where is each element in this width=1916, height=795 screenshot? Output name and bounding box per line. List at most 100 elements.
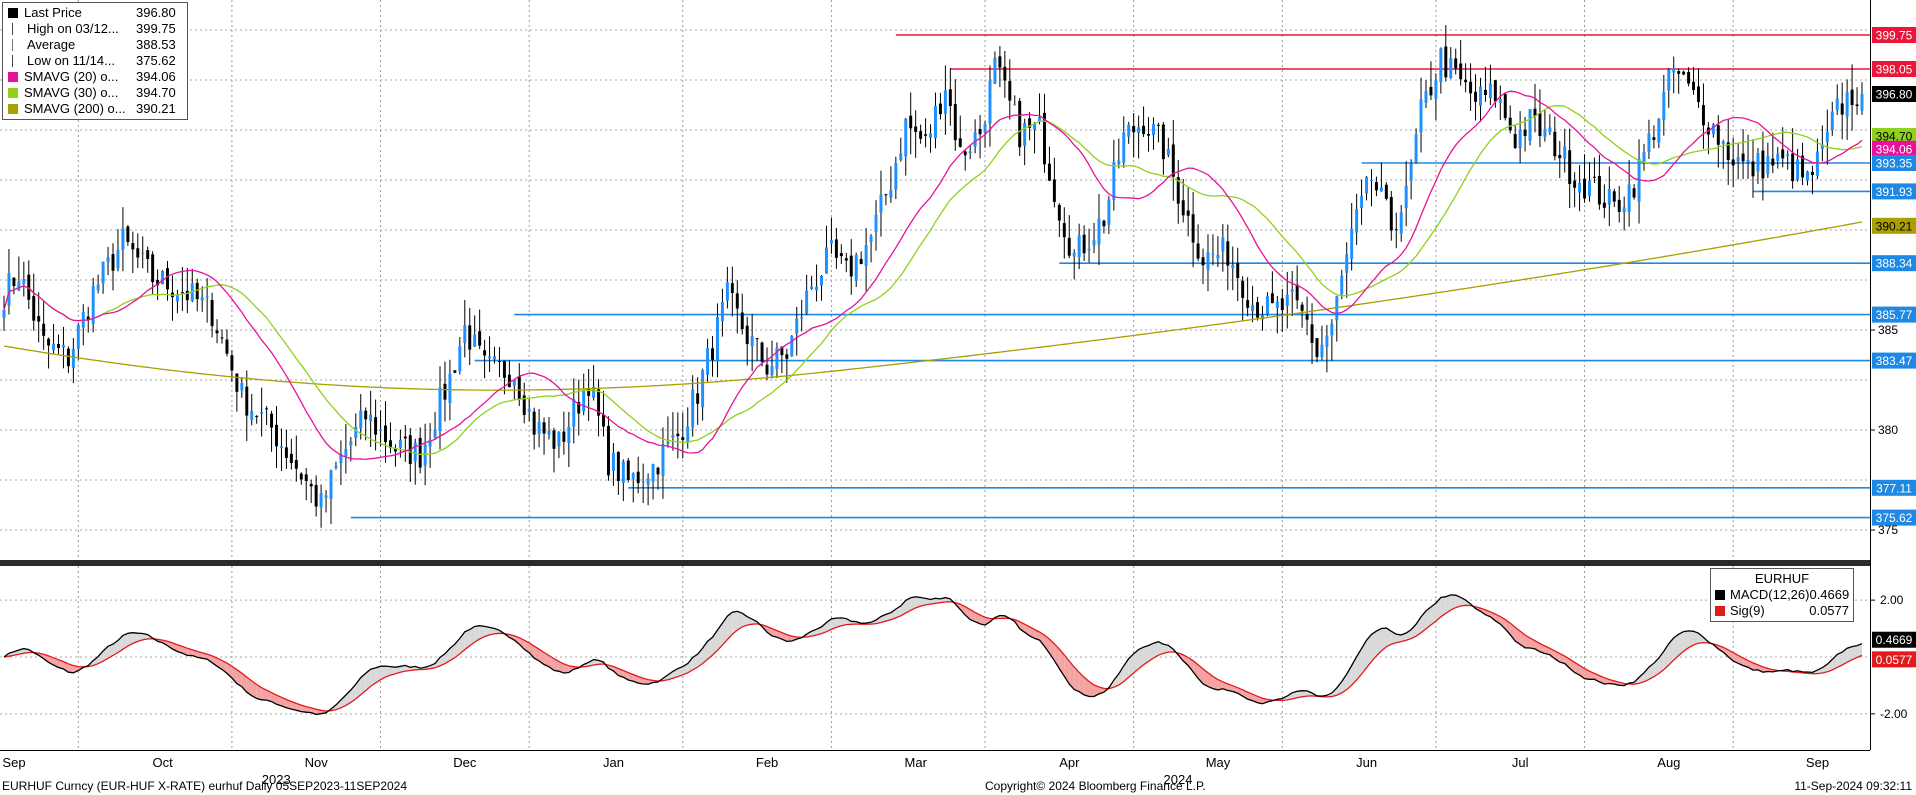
macd-fill-segment: [1148, 643, 1154, 662]
legend-value: 390.21: [136, 101, 176, 116]
macd-fill-segment: [925, 598, 931, 605]
candle-body: [507, 374, 511, 387]
x-axis-labels: Sep Oct Nov 2023 Dec Jan Feb Mar Apr May 2024 Jun Ju…: [2, 755, 1829, 787]
macd-fill-segment: [687, 657, 693, 673]
candle-body: [953, 104, 957, 141]
candle-body: [1528, 109, 1532, 141]
candle-body: [1592, 176, 1596, 178]
candle-body: [1394, 229, 1398, 231]
candle-body: [1716, 125, 1720, 145]
candle-body: [230, 355, 234, 371]
macd-fill-segment: [1401, 633, 1407, 642]
macd-fill-segment: [1847, 646, 1853, 663]
month-label: Jan: [603, 755, 624, 770]
candle-body: [393, 448, 397, 452]
macd-fill-segment: [1034, 629, 1040, 641]
candle-body: [1711, 124, 1715, 135]
candle-body: [1038, 117, 1042, 121]
candle-body: [463, 325, 467, 343]
macd-fill-segment: [960, 604, 966, 616]
candle-body: [1280, 298, 1284, 311]
candle-body: [963, 151, 967, 156]
macd-tick-label: 2.00: [1880, 593, 1904, 607]
candle-body: [527, 408, 531, 412]
candle-body: [294, 460, 298, 469]
macd-fill-segment: [1455, 595, 1461, 608]
candle-body: [339, 453, 343, 464]
candle-body: [215, 330, 219, 334]
legend-row: Low on 11/14... 375.62: [6, 53, 184, 69]
candle-body: [448, 373, 452, 403]
level-lines: [350, 34, 1870, 519]
macd-fill-segment: [291, 701, 297, 711]
candle-body: [334, 465, 338, 468]
legend-swatch: [8, 104, 18, 114]
price-tag-label: 383.47: [1876, 354, 1913, 368]
candle-body: [1152, 124, 1155, 136]
month-label: Jun: [1356, 755, 1377, 770]
macd-fill-segment: [563, 663, 569, 673]
candle-body: [284, 447, 288, 458]
candle-body: [532, 411, 536, 435]
candle-body: [1355, 209, 1359, 233]
macd-fill-segment: [1297, 690, 1303, 698]
macd-fill-segment: [1193, 660, 1199, 679]
candle-body: [1791, 153, 1795, 182]
candle-body: [557, 431, 561, 447]
signal-swatch: [1715, 606, 1725, 616]
candle-body: [1746, 159, 1750, 163]
macd-fill-segment: [1505, 619, 1511, 635]
candle-body: [255, 415, 259, 417]
candle-body: [1488, 83, 1492, 99]
candle-body: [1766, 155, 1770, 174]
candle-body: [1231, 264, 1235, 269]
candle-body: [354, 426, 358, 438]
candle-body: [666, 441, 670, 445]
candle-body: [314, 484, 318, 507]
macd-fill-segment: [58, 659, 64, 670]
candle-body: [1479, 86, 1482, 106]
legend-row: Last Price 396.80: [6, 5, 184, 21]
candle-body: [1672, 68, 1676, 73]
candle-body: [245, 386, 249, 416]
candle-body: [1340, 275, 1344, 295]
price-tag-label: 391.93: [1876, 185, 1913, 199]
candle-body: [438, 387, 442, 432]
candle-body: [2, 309, 6, 318]
candle-body: [1350, 228, 1354, 260]
macd-fill-segment: [479, 625, 485, 639]
price-tag-label: 390.21: [1876, 219, 1913, 233]
macd-fill-segment: [256, 684, 262, 700]
macd-fill-segment: [385, 666, 391, 678]
price-tick-label: 385: [1878, 323, 1898, 337]
macd-fill-segment: [970, 609, 976, 622]
candle-body: [195, 282, 199, 300]
year-label: 2023: [262, 772, 291, 787]
candle-body: [1409, 163, 1413, 181]
macd-fill-segment: [127, 632, 133, 647]
candle-body: [874, 214, 878, 233]
candle-body: [185, 290, 189, 301]
candle-body: [1360, 195, 1364, 209]
candle-body: [616, 452, 620, 481]
candle-body: [497, 361, 501, 363]
candle-body: [864, 245, 868, 266]
candle-body: [265, 408, 269, 410]
candle-body: [1206, 252, 1210, 270]
candle-body: [587, 388, 591, 396]
candle-body: [1211, 253, 1215, 255]
macd-fill-segment: [1639, 672, 1644, 684]
macd-legend-row-signal: Sig(9) 0.0577: [1715, 603, 1849, 619]
candle-body: [369, 414, 373, 422]
candle-body: [820, 276, 824, 286]
macd-fill-segment: [1183, 654, 1189, 666]
macd-fill-segment: [1643, 667, 1649, 682]
candle-body: [1860, 94, 1864, 111]
candle-body: [1469, 81, 1473, 94]
candle-body: [1810, 171, 1814, 176]
candle-body: [235, 373, 239, 392]
sma200-line: [3, 221, 1863, 391]
price-tag-label: 399.75: [1876, 29, 1913, 43]
candle-body: [1092, 240, 1096, 246]
macd-fill-segment: [261, 687, 267, 701]
